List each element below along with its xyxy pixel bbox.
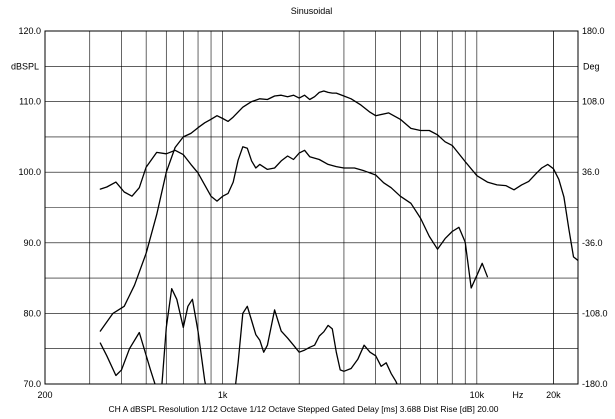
x-axis-tick-label: 20k: [546, 390, 561, 400]
measurement-settings-footer: CH A dBSPL Resolution 1/12 Octave 1/12 O…: [109, 404, 499, 414]
response-curve-1: [99, 90, 578, 332]
left-axis-tick-label: 100.0: [18, 167, 41, 177]
left-axis-tick-label: 90.0: [23, 238, 41, 248]
right-axis-tick-label: -180.0: [582, 379, 608, 389]
right-axis-tick-label: -108.0: [582, 308, 608, 318]
right-axis-tick-label: -36.0: [582, 238, 603, 248]
response-curve-3: [99, 288, 398, 384]
response-curve-2: [99, 146, 489, 289]
grid: [45, 31, 578, 384]
x-axis-tick-label: 200: [37, 390, 52, 400]
chart-title: Sinusoidal: [291, 6, 333, 16]
right-axis-tick-label: 180.0: [582, 26, 605, 36]
right-axis-unit: Deg: [583, 61, 600, 71]
plot-frame: [44, 30, 579, 385]
right-axis-tick-label: 36.0: [582, 167, 600, 177]
left-axis-tick-label: 80.0: [23, 308, 41, 318]
x-axis-tick-label: 10k: [470, 390, 485, 400]
curves: [99, 90, 578, 384]
x-axis-tick-label: 1k: [218, 390, 228, 400]
left-axis-tick-label: 70.0: [23, 379, 41, 389]
right-axis-tick-label: 108.0: [582, 97, 605, 107]
left-axis-tick-label: 110.0: [19, 97, 41, 107]
left-axis-unit: dBSPL: [11, 61, 39, 71]
axis-labels: 120.0 110.0 100.0 90.0 80.0 70.0 180.0 108.0 36.…: [18, 26, 607, 400]
x-axis-unit: Hz: [512, 390, 523, 400]
left-axis-tick-label: 120.0: [18, 26, 41, 36]
